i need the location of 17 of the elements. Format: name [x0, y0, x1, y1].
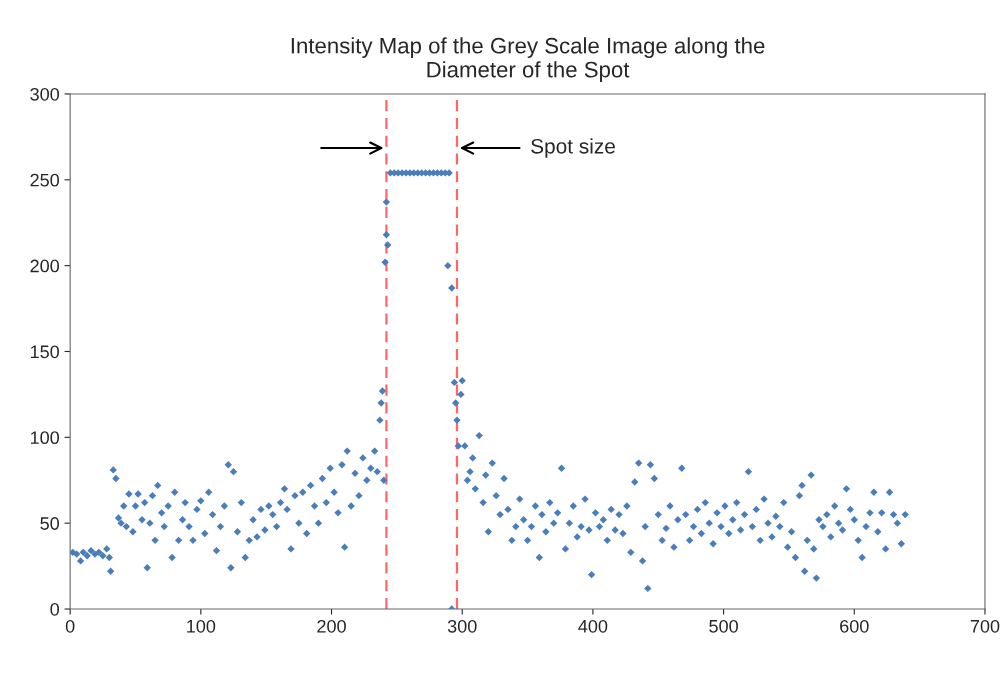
y-tick-label: 150	[30, 345, 60, 359]
y-tick-label: 200	[30, 259, 60, 273]
y-tick-label: 100	[30, 431, 60, 445]
y-tick-label: 50	[40, 517, 60, 530]
y-tick-label: 0	[50, 602, 60, 616]
x-tick-label: 700	[970, 619, 1000, 633]
y-tick-label: 300	[30, 87, 60, 101]
x-tick-label: 500	[709, 619, 738, 633]
y-tick-label: 250	[30, 173, 60, 187]
chart-title: Intensity Map of the Grey Scale Image along the Diameter of the Spot	[291, 37, 765, 82]
x-tick-label: 600	[840, 619, 869, 633]
annotation: Spot size	[531, 138, 615, 158]
x-tick-label: 400	[578, 619, 608, 633]
x-tick-label: 100	[187, 619, 216, 633]
x-tick-label: 300	[447, 619, 477, 633]
x-tick-label: 0	[65, 619, 75, 633]
x-tick-label: 200	[317, 619, 346, 633]
